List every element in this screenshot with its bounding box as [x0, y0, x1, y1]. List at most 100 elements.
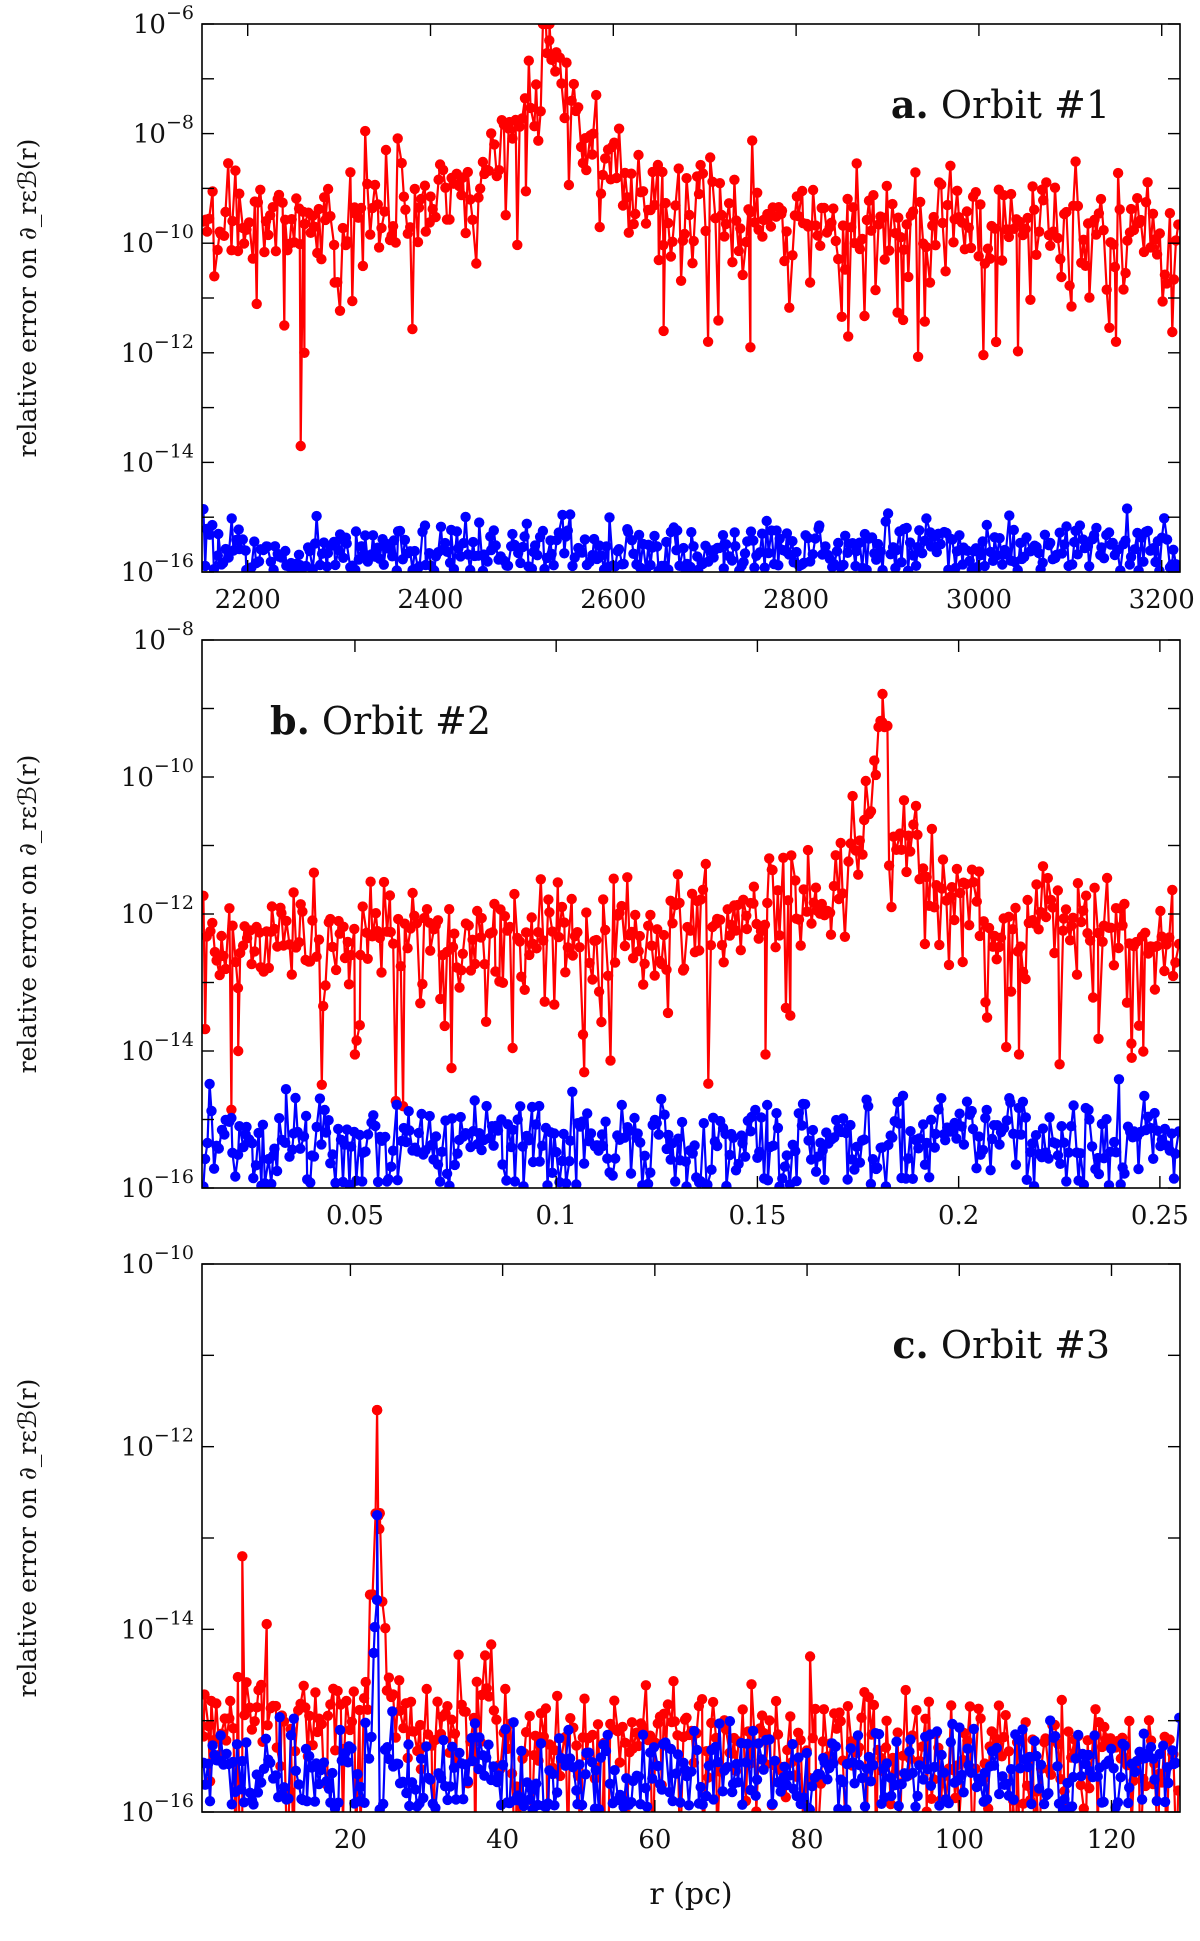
data-point-blue — [918, 1774, 929, 1785]
data-point-blue — [452, 1148, 463, 1159]
data-point-blue — [745, 1126, 756, 1137]
data-point-red — [770, 1695, 782, 1707]
data-point-red — [756, 1710, 768, 1721]
data-point-red — [1167, 326, 1178, 338]
data-point-red — [700, 225, 711, 237]
data-point-red — [407, 323, 418, 335]
data-point-blue — [493, 1770, 504, 1781]
data-point-red — [360, 1676, 371, 1688]
data-point-red — [661, 964, 672, 975]
data-point-red — [467, 934, 478, 945]
data-point-red — [828, 880, 840, 892]
data-point-blue — [202, 1153, 211, 1165]
data-point-red — [562, 942, 573, 953]
data-point-blue — [737, 1799, 748, 1810]
data-point-red — [440, 182, 451, 193]
data-point-red — [968, 877, 979, 888]
data-point-blue — [232, 1149, 244, 1160]
data-point-red — [220, 206, 231, 218]
data-point-red — [473, 192, 484, 203]
data-point-red — [362, 1704, 373, 1715]
data-point-blue — [973, 1131, 985, 1142]
data-point-red — [334, 305, 346, 316]
data-point-red — [910, 167, 921, 178]
data-point-red — [1037, 861, 1049, 872]
data-point-red — [840, 1825, 850, 1835]
data-point-blue — [817, 1145, 828, 1156]
data-point-red — [927, 220, 938, 231]
data-point-red — [486, 1639, 497, 1650]
data-point-red — [835, 1716, 846, 1727]
data-point-red — [802, 221, 814, 232]
data-point-blue — [762, 1175, 774, 1186]
data-point-blue — [964, 555, 975, 567]
data-point-red — [357, 260, 369, 272]
data-point-red — [884, 245, 895, 256]
data-point-blue — [542, 1180, 553, 1188]
data-point-red — [405, 1696, 417, 1708]
data-point-red — [587, 1729, 598, 1741]
data-point-red — [901, 219, 912, 230]
data-point-blue — [356, 541, 367, 552]
data-point-red — [385, 926, 396, 938]
data-point-red — [592, 1719, 604, 1730]
data-point-red — [212, 244, 223, 256]
data-point-red — [383, 1672, 395, 1683]
data-point-red — [390, 237, 401, 248]
data-point-red — [550, 66, 561, 77]
data-point-red — [328, 239, 340, 251]
data-point-blue — [1154, 565, 1165, 572]
data-point-red — [419, 180, 431, 191]
data-point-blue — [954, 530, 965, 541]
data-point-red — [1084, 935, 1096, 946]
data-point-blue — [524, 1794, 535, 1805]
data-point-blue — [1159, 513, 1170, 524]
data-point-red — [859, 310, 870, 322]
data-point-red — [307, 915, 318, 926]
data-point-blue — [1076, 1771, 1087, 1782]
data-point-blue — [732, 1777, 744, 1788]
data-point-blue — [1021, 532, 1032, 543]
data-point-red — [652, 924, 663, 935]
data-point-blue — [1068, 1771, 1079, 1783]
data-point-blue — [761, 515, 772, 527]
data-point-red — [1173, 219, 1180, 230]
data-point-blue — [387, 1706, 398, 1717]
data-point-blue — [537, 525, 549, 537]
data-point-red — [449, 928, 460, 939]
data-point-red — [877, 688, 888, 700]
data-point-red — [974, 930, 985, 942]
data-point-blue — [600, 1745, 612, 1757]
data-point-red — [882, 720, 893, 732]
data-point-blue — [833, 1803, 844, 1812]
data-point-blue — [559, 548, 570, 559]
data-point-red — [205, 926, 216, 937]
data-point-blue — [1096, 542, 1107, 553]
data-point-red — [421, 904, 433, 915]
data-point-blue — [444, 1781, 456, 1792]
data-point-blue — [333, 1123, 344, 1135]
data-point-blue — [404, 1800, 415, 1812]
data-point-blue — [635, 1137, 646, 1148]
data-point-blue — [1073, 1729, 1084, 1741]
data-point-red — [706, 1717, 717, 1729]
data-point-red — [879, 254, 890, 265]
data-point-red — [760, 1049, 771, 1060]
data-point-red — [1058, 913, 1069, 924]
data-point-red — [836, 311, 847, 322]
data-point-blue — [372, 1176, 384, 1188]
data-point-blue — [737, 1138, 748, 1149]
data-point-red — [1133, 1020, 1145, 1031]
data-point-blue — [1029, 1735, 1040, 1747]
data-point-blue — [1059, 1794, 1070, 1805]
data-point-blue — [576, 1799, 588, 1811]
data-point-blue — [230, 1171, 241, 1182]
data-point-blue — [1106, 1743, 1117, 1755]
data-point-red — [847, 202, 859, 213]
data-point-red — [1052, 885, 1064, 896]
data-point-red — [668, 1676, 679, 1687]
data-point-blue — [549, 1128, 560, 1139]
data-point-red — [715, 914, 726, 925]
data-point-blue — [512, 1114, 523, 1125]
data-point-blue — [1054, 527, 1065, 538]
